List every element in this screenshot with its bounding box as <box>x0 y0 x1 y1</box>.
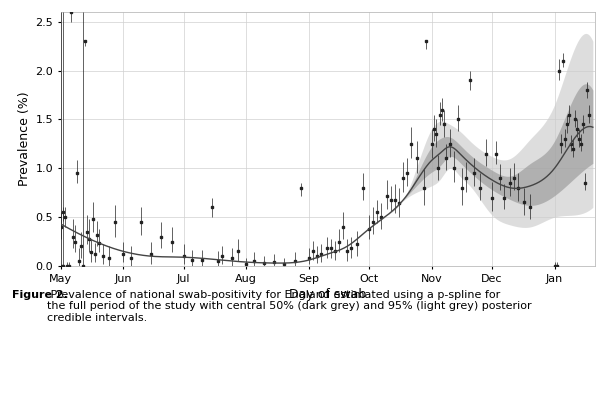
X-axis label: Day of swab: Day of swab <box>289 288 367 301</box>
Text: Prevalence of national swab-positivity for England estimated using a p-spline fo: Prevalence of national swab-positivity f… <box>47 290 532 323</box>
Text: Figure 2.: Figure 2. <box>12 290 68 300</box>
Y-axis label: Prevalence (%): Prevalence (%) <box>18 92 31 186</box>
